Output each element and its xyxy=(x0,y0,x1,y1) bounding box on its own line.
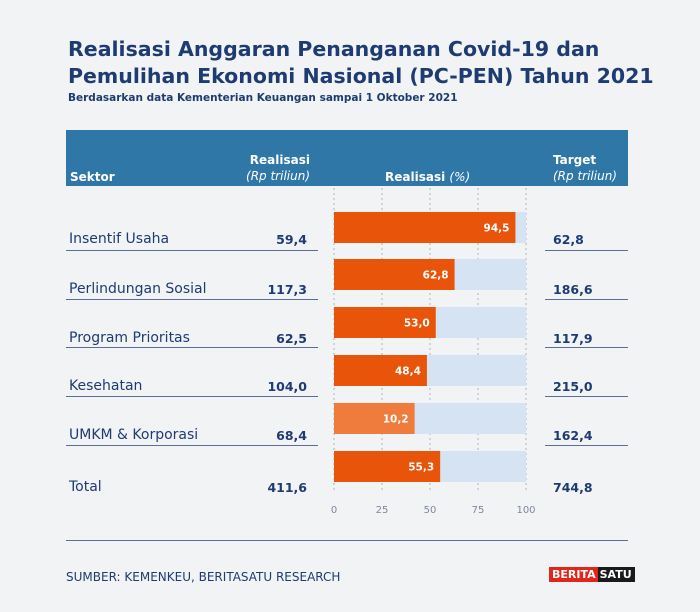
axis-tick-label: 75 xyxy=(472,505,485,516)
row-divider-right xyxy=(545,396,628,397)
bar-value-label: 94,5 xyxy=(484,223,510,235)
row-divider-left xyxy=(66,347,318,348)
bar xyxy=(334,451,441,482)
header-realisasi-pct-unit: (%) xyxy=(449,170,471,184)
beritasatu-logo: BERITA SATU xyxy=(549,567,635,582)
bar-value-label: 48,4 xyxy=(395,366,421,378)
bar xyxy=(334,259,455,290)
header-target-unit: (Rp triliun) xyxy=(553,169,617,183)
row-sektor-label: Program Prioritas xyxy=(69,330,190,346)
axis-tick-label: 25 xyxy=(376,505,389,516)
bar-value-label: 53,0 xyxy=(404,318,430,330)
row-sektor-label: Total xyxy=(69,479,102,495)
axis-tick-label: 50 xyxy=(424,505,437,516)
row-target-value: 186,6 xyxy=(553,282,593,297)
row-target-value: 744,8 xyxy=(553,480,593,495)
source-text: SUMBER: KEMENKEU, BERITASATU RESEARCH xyxy=(66,570,341,584)
bar-value-label: 55,3 xyxy=(408,462,434,474)
row-divider-left xyxy=(66,445,318,446)
bar-value-label: 10,2 xyxy=(383,414,409,426)
row-sektor-label: Kesehatan xyxy=(69,378,143,394)
row-sektor-label: UMKM & Korporasi xyxy=(69,427,199,443)
row-target-value: 62,8 xyxy=(553,232,584,247)
row-divider-right xyxy=(545,250,628,251)
row-realisasi-value: 104,0 xyxy=(267,379,307,394)
row-realisasi-value: 411,6 xyxy=(267,480,307,495)
row-sektor-label: Perlindungan Sosial xyxy=(69,281,207,297)
row-realisasi-value: 59,4 xyxy=(276,232,307,247)
axis-tick-label: 100 xyxy=(516,505,535,516)
logo-part-1: BERITA xyxy=(549,567,598,582)
header-target: Target xyxy=(553,153,597,167)
bar xyxy=(334,403,415,434)
logo-part-2: SATU xyxy=(597,567,635,582)
row-sektor-label: Insentif Usaha xyxy=(69,231,170,247)
title-line-2: Pemulihan Ekonomi Nasional (PC-PEN) Tahu… xyxy=(68,64,654,88)
row-divider-right xyxy=(545,347,628,348)
header-realisasi: Realisasi xyxy=(249,153,310,167)
table-header xyxy=(66,130,628,186)
row-realisasi-value: 68,4 xyxy=(276,428,307,443)
title-line-1: Realisasi Anggaran Penanganan Covid-19 d… xyxy=(68,37,600,61)
subtitle: Berdasarkan data Kementerian Keuangan sa… xyxy=(68,92,458,104)
row-divider-left xyxy=(66,299,318,300)
bar xyxy=(334,212,516,243)
footer-divider xyxy=(66,540,628,541)
header-sektor: Sektor xyxy=(70,170,115,184)
row-divider-right xyxy=(545,299,628,300)
row-divider-left xyxy=(66,250,318,251)
row-target-value: 215,0 xyxy=(553,379,593,394)
title: Realisasi Anggaran Penanganan Covid-19 d… xyxy=(68,36,668,90)
header-realisasi-unit: (Rp triliun) xyxy=(246,169,310,183)
row-target-value: 162,4 xyxy=(553,428,593,443)
header-realisasi-pct: Realisasi (%) xyxy=(385,170,470,184)
row-realisasi-value: 62,5 xyxy=(276,331,307,346)
header-realisasi-pct-label: Realisasi xyxy=(385,170,446,184)
row-divider-right xyxy=(545,445,628,446)
bar xyxy=(334,355,427,386)
bar xyxy=(334,307,436,338)
row-realisasi-value: 117,3 xyxy=(267,282,307,297)
axis-tick-label: 0 xyxy=(331,505,337,516)
row-divider-left xyxy=(66,396,318,397)
row-target-value: 117,9 xyxy=(553,331,593,346)
bar-value-label: 62,8 xyxy=(423,270,449,282)
